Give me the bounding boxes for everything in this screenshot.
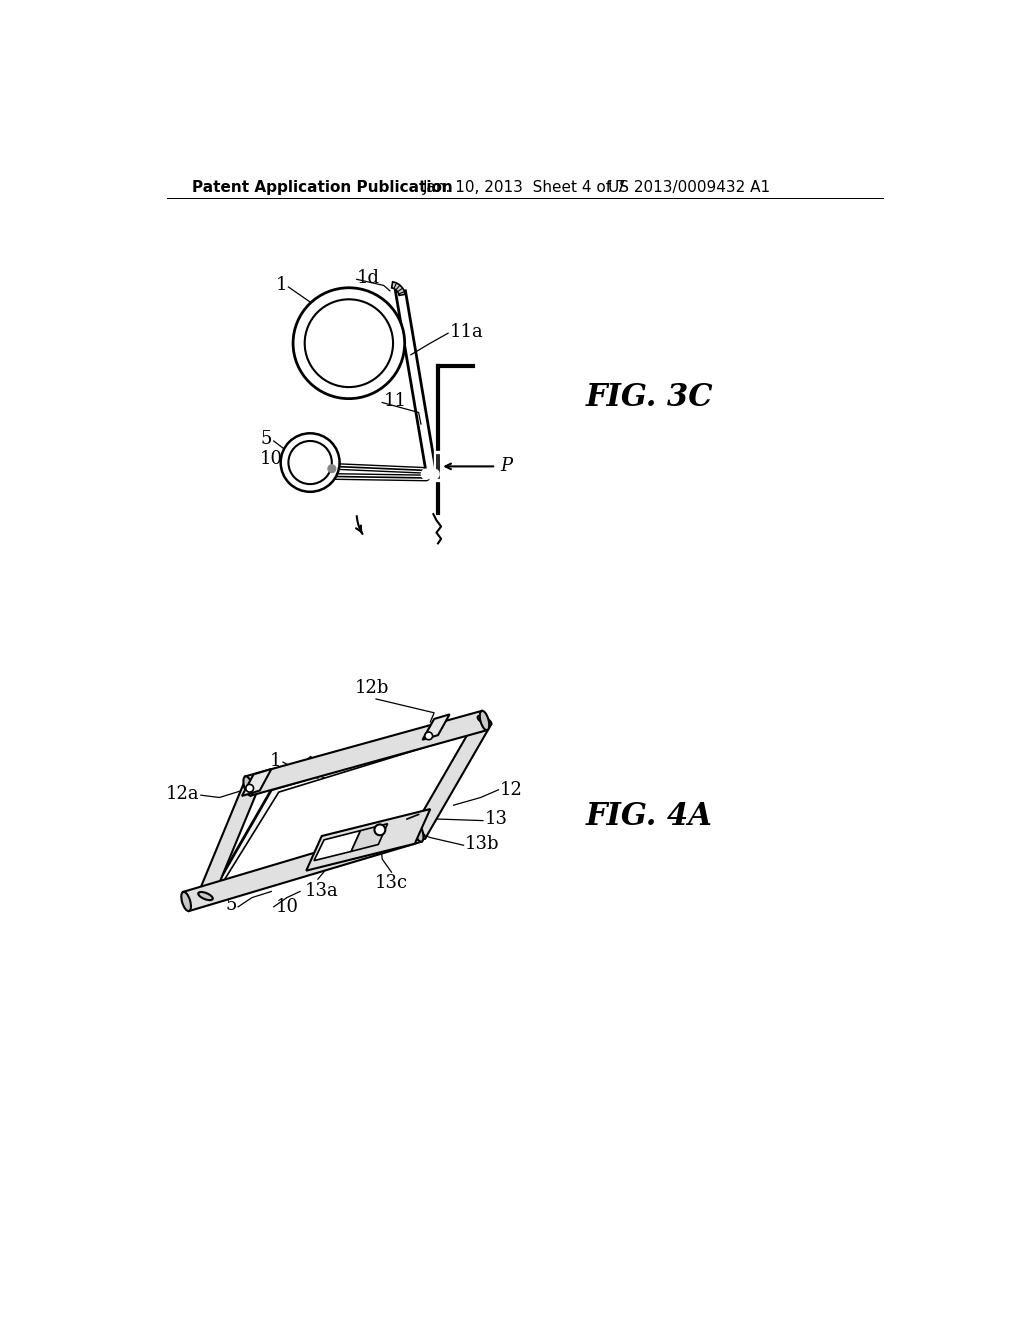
Ellipse shape	[414, 822, 424, 842]
Polygon shape	[412, 717, 492, 838]
Ellipse shape	[245, 780, 259, 788]
Circle shape	[289, 441, 332, 484]
Text: 12a: 12a	[166, 784, 200, 803]
Polygon shape	[199, 780, 259, 899]
Circle shape	[425, 733, 432, 739]
Text: 1d: 1d	[305, 756, 328, 774]
Ellipse shape	[477, 715, 492, 725]
Text: 13: 13	[484, 810, 508, 828]
Text: 13a: 13a	[305, 882, 339, 900]
Ellipse shape	[181, 892, 190, 911]
Text: P: P	[500, 458, 512, 475]
Text: 12: 12	[500, 781, 523, 799]
Circle shape	[305, 300, 393, 387]
Text: 10: 10	[275, 898, 298, 916]
Polygon shape	[183, 822, 422, 911]
Polygon shape	[314, 830, 360, 861]
Text: Patent Application Publication: Patent Application Publication	[191, 180, 453, 195]
Text: 11: 11	[384, 392, 407, 411]
Text: Jan. 10, 2013  Sheet 4 of 7: Jan. 10, 2013 Sheet 4 of 7	[423, 180, 626, 195]
Circle shape	[429, 470, 438, 479]
Text: 1d: 1d	[356, 269, 380, 286]
Text: 12b: 12b	[355, 680, 389, 697]
Circle shape	[328, 465, 336, 473]
Polygon shape	[423, 714, 450, 739]
Polygon shape	[216, 733, 474, 894]
Text: FIG. 3C: FIG. 3C	[586, 381, 713, 413]
Circle shape	[375, 825, 385, 836]
Ellipse shape	[412, 830, 426, 840]
Text: 1: 1	[275, 276, 287, 294]
Text: 13b: 13b	[465, 834, 500, 853]
Circle shape	[246, 784, 254, 792]
Polygon shape	[306, 809, 430, 871]
Text: 11a: 11a	[450, 322, 483, 341]
Text: 1: 1	[270, 751, 282, 770]
Circle shape	[293, 288, 404, 399]
Polygon shape	[209, 729, 480, 898]
Text: US 2013/0009432 A1: US 2013/0009432 A1	[608, 180, 771, 195]
Circle shape	[422, 470, 431, 479]
Ellipse shape	[244, 776, 253, 796]
Polygon shape	[391, 282, 406, 296]
Text: 5: 5	[260, 430, 271, 449]
Text: FIG. 4A: FIG. 4A	[586, 801, 712, 832]
Text: 5: 5	[225, 896, 237, 915]
Ellipse shape	[480, 710, 489, 730]
Polygon shape	[242, 770, 271, 796]
Text: 10: 10	[260, 450, 283, 467]
Text: 13c: 13c	[375, 875, 408, 892]
Ellipse shape	[199, 892, 213, 900]
Polygon shape	[351, 824, 388, 851]
Circle shape	[281, 433, 340, 492]
Polygon shape	[246, 711, 487, 796]
